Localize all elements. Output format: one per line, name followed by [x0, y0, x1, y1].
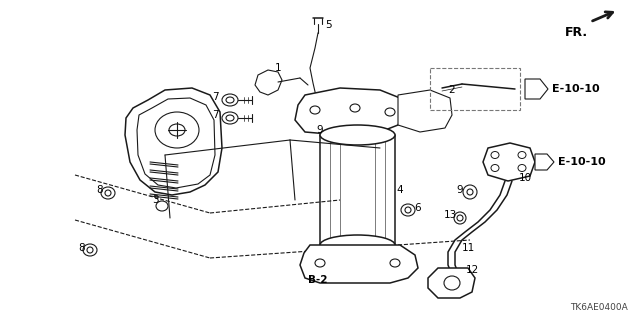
Polygon shape	[428, 268, 475, 298]
Text: 5: 5	[324, 20, 332, 30]
Text: TK6AE0400A: TK6AE0400A	[570, 303, 628, 312]
Text: 10: 10	[518, 173, 532, 183]
Ellipse shape	[401, 204, 415, 216]
Text: 9: 9	[317, 125, 323, 135]
Polygon shape	[307, 103, 319, 117]
Ellipse shape	[306, 97, 320, 113]
Polygon shape	[398, 90, 452, 132]
Text: 3: 3	[152, 195, 158, 205]
Bar	[430, 68, 520, 110]
Text: 7: 7	[212, 92, 218, 102]
Text: 7: 7	[212, 110, 218, 120]
Ellipse shape	[222, 94, 238, 106]
Text: 11: 11	[461, 243, 475, 253]
Text: 8: 8	[97, 185, 103, 195]
Text: B-2: B-2	[308, 275, 328, 285]
Ellipse shape	[222, 112, 238, 124]
Polygon shape	[535, 154, 554, 170]
Text: 9: 9	[457, 185, 463, 195]
Polygon shape	[300, 245, 418, 283]
FancyArrowPatch shape	[593, 12, 612, 21]
Text: 12: 12	[465, 265, 479, 275]
Polygon shape	[483, 143, 535, 181]
Text: 6: 6	[415, 203, 421, 213]
Ellipse shape	[454, 212, 466, 224]
Polygon shape	[295, 88, 405, 135]
Text: 8: 8	[79, 243, 85, 253]
Text: 2: 2	[449, 85, 455, 95]
Text: E-10-10: E-10-10	[552, 84, 600, 94]
Polygon shape	[525, 79, 548, 99]
Polygon shape	[125, 88, 222, 195]
Ellipse shape	[320, 125, 395, 145]
Text: FR.: FR.	[565, 26, 588, 39]
Ellipse shape	[323, 115, 337, 129]
Ellipse shape	[320, 235, 395, 255]
Ellipse shape	[101, 187, 115, 199]
Text: 4: 4	[397, 185, 403, 195]
Text: E-10-10: E-10-10	[558, 157, 605, 167]
Text: 13: 13	[444, 210, 456, 220]
Text: 1: 1	[275, 63, 282, 73]
Ellipse shape	[463, 185, 477, 199]
Ellipse shape	[83, 244, 97, 256]
